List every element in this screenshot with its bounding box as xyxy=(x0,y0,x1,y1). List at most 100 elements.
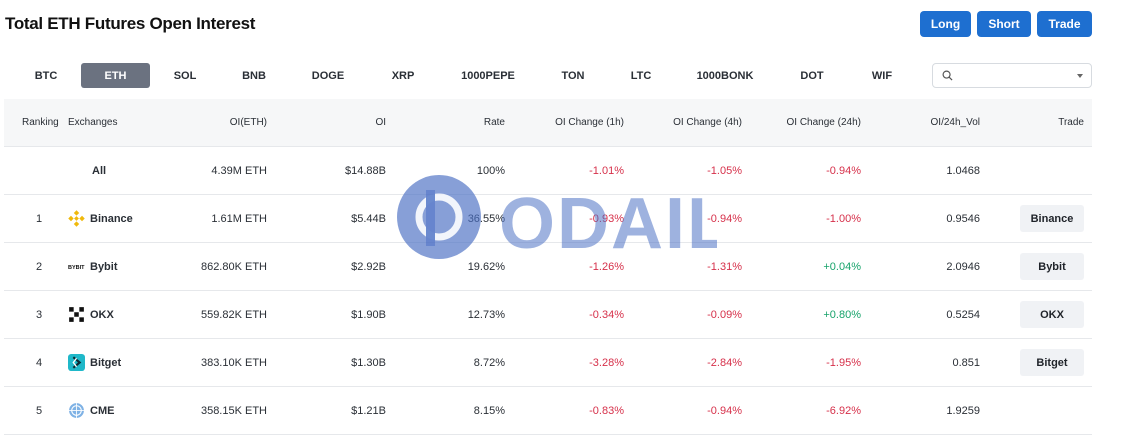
trade-binance-button[interactable]: Binance xyxy=(1020,205,1084,232)
tab-bnb[interactable]: BNB xyxy=(242,69,266,82)
tab-btc[interactable]: BTC xyxy=(34,69,58,82)
tab-doge[interactable]: DOGE xyxy=(311,69,345,82)
header-rate[interactable]: Rate xyxy=(483,117,505,128)
rank-value: 3 xyxy=(36,308,43,321)
oi-change-24h: +0.80% xyxy=(823,308,861,321)
long-button[interactable]: Long xyxy=(920,11,971,37)
oi-eth-value: 559.82K ETH xyxy=(200,308,267,321)
coin-tabs: BTC ETH SOL BNB DOGE XRP 1000PEPE TON LT… xyxy=(18,63,918,88)
header-oi[interactable]: OI xyxy=(375,117,386,128)
oi-value: $1.21B xyxy=(351,404,386,417)
oi-change-24h: +0.04% xyxy=(823,260,861,273)
search-icon xyxy=(942,70,953,81)
oi-eth-value: 358.15K ETH xyxy=(200,404,267,417)
oi-change-1h: -1.01% xyxy=(589,164,624,177)
tab-1000bonk[interactable]: 1000BONK xyxy=(696,69,754,82)
exchange-name: Bybit xyxy=(90,260,118,273)
oi-change-4h: -0.94% xyxy=(707,404,742,417)
rank-value: 2 xyxy=(36,260,43,273)
tab-dot[interactable]: DOT xyxy=(800,69,824,82)
oi-eth-value: 862.80K ETH xyxy=(200,260,267,273)
header-exchanges: Exchanges xyxy=(68,117,118,128)
tab-wif[interactable]: WIF xyxy=(871,69,893,82)
oi-eth-value: 1.61M ETH xyxy=(211,212,267,225)
exchange-cell: Bitget xyxy=(68,339,121,386)
header-oi-change-4h[interactable]: OI Change (4h) xyxy=(673,117,742,128)
oi-change-4h: -2.84% xyxy=(707,356,742,369)
bitget-icon xyxy=(68,354,85,371)
oi-change-24h: -1.95% xyxy=(826,356,861,369)
trade-okx-button[interactable]: OKX xyxy=(1020,301,1084,328)
svg-text:BYBIT: BYBIT xyxy=(68,265,85,271)
exchange-cell: BYBIT Bybit xyxy=(68,243,118,290)
header-oi-24h-vol[interactable]: OI/24h_Vol xyxy=(930,117,980,128)
header-oi-change-1h[interactable]: OI Change (1h) xyxy=(555,117,624,128)
oi-change-24h: -6.92% xyxy=(826,404,861,417)
trade-bitget-button[interactable]: Bitget xyxy=(1020,349,1084,376)
header-trade: Trade xyxy=(1058,117,1084,128)
trade-button[interactable]: Trade xyxy=(1037,11,1092,37)
oi-change-24h: -1.00% xyxy=(826,212,861,225)
table-row: 2 BYBIT Bybit 862.80K ETH $2.92B 19.62% … xyxy=(4,243,1092,291)
oi-value: $14.88B xyxy=(345,164,386,177)
oi-value: $2.92B xyxy=(351,260,386,273)
rate-value: 36.55% xyxy=(467,212,505,225)
oi-change-4h: -1.31% xyxy=(707,260,742,273)
exchange-name: Binance xyxy=(90,212,133,225)
table-row: 1 Binance 1.61M ETH $5.44B 36.55% -0.93%… xyxy=(4,195,1092,243)
tab-ltc[interactable]: LTC xyxy=(630,69,652,82)
oi-eth-value: 383.10K ETH xyxy=(200,356,267,369)
header-oi-eth[interactable]: OI(ETH) xyxy=(229,117,267,128)
oi-change-1h: -1.26% xyxy=(589,260,624,273)
oi-24h-vol: 0.9546 xyxy=(946,212,980,225)
table-row: 3 OKX 559.82K ETH $1.90B 12.73% -0.34% -… xyxy=(4,291,1092,339)
binance-icon xyxy=(68,210,85,227)
oi-change-1h: -3.28% xyxy=(589,356,624,369)
oi-24h-vol: 1.0468 xyxy=(946,164,980,177)
oi-change-1h: -0.83% xyxy=(589,404,624,417)
chevron-down-icon xyxy=(1077,74,1083,78)
oi-change-4h: -0.94% xyxy=(707,212,742,225)
rank-value: 4 xyxy=(36,356,43,369)
rate-value: 19.62% xyxy=(467,260,505,273)
exchange-name: OKX xyxy=(90,308,114,321)
exchange-cell: OKX xyxy=(68,291,114,338)
tab-eth[interactable]: ETH xyxy=(81,63,150,88)
search-select[interactable] xyxy=(932,63,1092,88)
rate-value: 8.15% xyxy=(473,404,505,417)
table-row: 4 Bitget 383.10K ETH $1.30B 8.72% -3.28%… xyxy=(4,339,1092,387)
rate-value: 100% xyxy=(476,164,505,177)
trade-cell: OKX xyxy=(1020,291,1084,338)
header-oi-change-24h[interactable]: OI Change (24h) xyxy=(786,117,862,128)
oi-value: $1.30B xyxy=(351,356,386,369)
oi-change-1h: -0.93% xyxy=(589,212,624,225)
rate-value: 12.73% xyxy=(467,308,505,321)
oi-change-4h: -0.09% xyxy=(707,308,742,321)
rank-value: 5 xyxy=(36,404,43,417)
short-button[interactable]: Short xyxy=(977,11,1031,37)
oi-24h-vol: 1.9259 xyxy=(946,404,980,417)
tab-1000pepe[interactable]: 1000PEPE xyxy=(461,69,515,82)
table-header: Ranking Exchanges OI(ETH) OI Rate OI Cha… xyxy=(4,99,1092,147)
tab-sol[interactable]: SOL xyxy=(173,69,197,82)
oi-value: $1.90B xyxy=(351,308,386,321)
trade-cell: Bitget xyxy=(1020,339,1084,386)
header-ranking: Ranking xyxy=(22,117,59,128)
exchange-cell: CME xyxy=(68,387,114,434)
open-interest-table: Ranking Exchanges OI(ETH) OI Rate OI Cha… xyxy=(4,99,1092,435)
oi-change-24h: -0.94% xyxy=(826,164,861,177)
oi-24h-vol: 2.0946 xyxy=(946,260,980,273)
exchange-name: All xyxy=(92,164,107,177)
trade-bybit-button[interactable]: Bybit xyxy=(1020,253,1084,280)
okx-icon xyxy=(68,306,85,323)
table-row-all: All 4.39M ETH $14.88B 100% -1.01% -1.05%… xyxy=(4,147,1092,195)
tab-ton[interactable]: TON xyxy=(561,69,585,82)
rank-value: 1 xyxy=(36,212,43,225)
bybit-icon: BYBIT xyxy=(68,258,85,275)
oi-value: $5.44B xyxy=(351,212,386,225)
exchange-name: Bitget xyxy=(90,356,122,369)
oi-eth-value: 4.39M ETH xyxy=(211,164,267,177)
oi-24h-vol: 0.5254 xyxy=(946,308,980,321)
exchange-cell: Binance xyxy=(68,195,133,242)
tab-xrp[interactable]: XRP xyxy=(391,69,415,82)
